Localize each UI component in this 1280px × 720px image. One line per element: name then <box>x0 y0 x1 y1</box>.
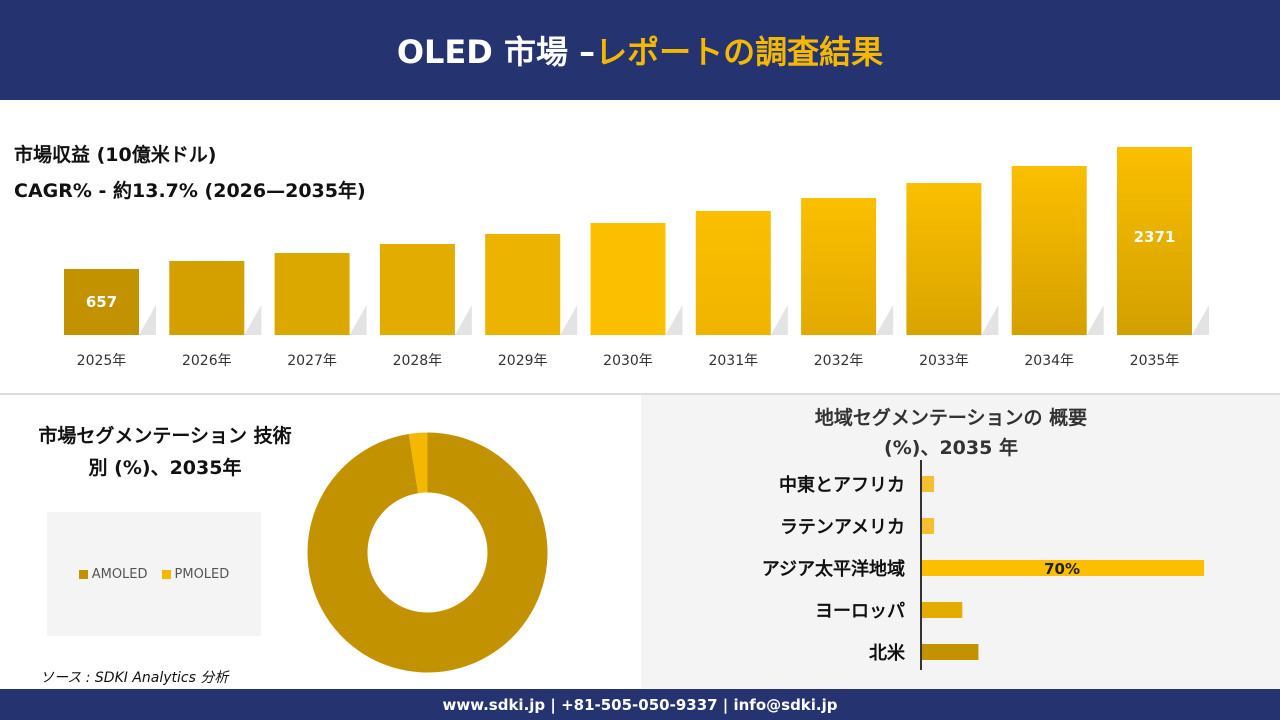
revenue-bar <box>485 233 561 335</box>
technology-donut-chart <box>307 432 548 673</box>
revenue-bar <box>801 198 877 335</box>
bar-shadow <box>244 305 262 335</box>
x-tick-label: 2033年 <box>919 353 969 369</box>
x-tick-label: 2027年 <box>287 353 337 369</box>
bar-shadow <box>1086 305 1104 335</box>
legend-label: PMOLED <box>174 566 230 582</box>
revenue-bar <box>379 244 455 335</box>
x-tick-label: 2029年 <box>498 353 548 369</box>
region-bar <box>922 518 935 534</box>
region-label: アジア太平洋地域 <box>762 558 905 580</box>
page-title: OLED 市場 – レポートの調査結果 <box>0 0 1280 100</box>
region-bar <box>922 602 963 618</box>
bar-shadow <box>665 305 683 335</box>
revenue-bar-chart: 2025年 657 2026年 2027年 2028年 2029年 2030年 2031年 20… <box>64 146 1209 369</box>
title-main: OLED 市場 – <box>396 33 596 71</box>
region-label: 北米 <box>869 642 906 664</box>
segment-chart-title: 市場セグメンテーション 技術別 (%)、2035年 <box>38 425 292 479</box>
bar-shadow <box>349 305 367 335</box>
bar-shadow <box>981 305 999 335</box>
revenue-bar <box>64 269 139 335</box>
revenue-bar <box>169 260 245 335</box>
data-label: 657 <box>86 293 117 311</box>
legend-pmoled: PMOLED <box>161 566 230 582</box>
data-label: 2371 <box>1134 228 1176 246</box>
legend-label: AMOLED <box>91 566 148 582</box>
x-tick-label: 2025年 <box>77 353 127 369</box>
donut-slice-pmoled <box>408 432 428 494</box>
cagr-text: CAGR% - 約13.7% (2026—2035年) <box>14 180 366 202</box>
region-label: ラテンアメリカ <box>780 517 905 538</box>
bar-shadow <box>139 305 156 335</box>
x-tick-label: 2034年 <box>1024 353 1074 369</box>
x-tick-label: 2032年 <box>814 353 864 369</box>
x-tick-label: 2035年 <box>1130 353 1180 369</box>
revenue-bar <box>1011 165 1087 335</box>
bar-shadow <box>770 305 788 335</box>
source-note: ソース : SDKI Analytics 分析 <box>40 670 229 686</box>
footer-contact: www.sdki.jp | +81-505-050-9337 | info@sd… <box>0 689 1280 720</box>
donut-slice-amoled <box>307 432 548 673</box>
x-tick-label: 2026年 <box>182 353 232 369</box>
x-tick-label: 2028年 <box>393 353 443 369</box>
x-tick-label: 2031年 <box>708 353 758 369</box>
x-tick-label: 2030年 <box>603 353 653 369</box>
region-label: 中東とアフリカ <box>779 474 905 496</box>
bar-shadow <box>560 305 578 335</box>
region-chart-title: 地域セグメンテーションの 概要 (%)、2035 年 <box>814 407 1088 459</box>
bar-shadow <box>876 305 894 335</box>
title-sub: レポートの調査結果 <box>595 33 884 71</box>
region-bar <box>922 644 979 660</box>
data-label: 70% <box>1044 560 1080 578</box>
donut-legend: AMOLED PMOLED <box>47 512 261 636</box>
legend-amoled: AMOLED <box>78 566 148 582</box>
region-bar <box>922 476 935 492</box>
revenue-bar <box>274 253 350 335</box>
revenue-bar <box>906 183 982 335</box>
region-bar <box>922 560 1205 576</box>
revenue-chart-title: 市場収益 (10億米ドル) <box>14 144 217 166</box>
bar-shadow <box>454 305 472 335</box>
bar-shadow <box>1192 305 1209 335</box>
divider <box>0 393 1280 395</box>
revenue-bar <box>695 210 771 335</box>
region-label: ヨーロッパ <box>815 601 905 622</box>
revenue-bar <box>590 223 666 335</box>
revenue-bar <box>1117 146 1192 335</box>
region-panel: 地域セグメンテーションの 概要 (%)、2035 年 中東とアフリカ ラテンアメリ… <box>641 395 1280 689</box>
